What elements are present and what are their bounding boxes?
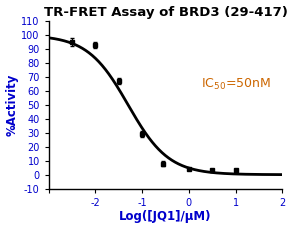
X-axis label: Log([JQ1]/μM): Log([JQ1]/μM) <box>119 210 212 224</box>
Title: TR-FRET Assay of BRD3 (29-417): TR-FRET Assay of BRD3 (29-417) <box>44 5 288 19</box>
Y-axis label: %Activity: %Activity <box>6 74 19 136</box>
Text: IC$_{50}$=50nM: IC$_{50}$=50nM <box>200 77 270 92</box>
